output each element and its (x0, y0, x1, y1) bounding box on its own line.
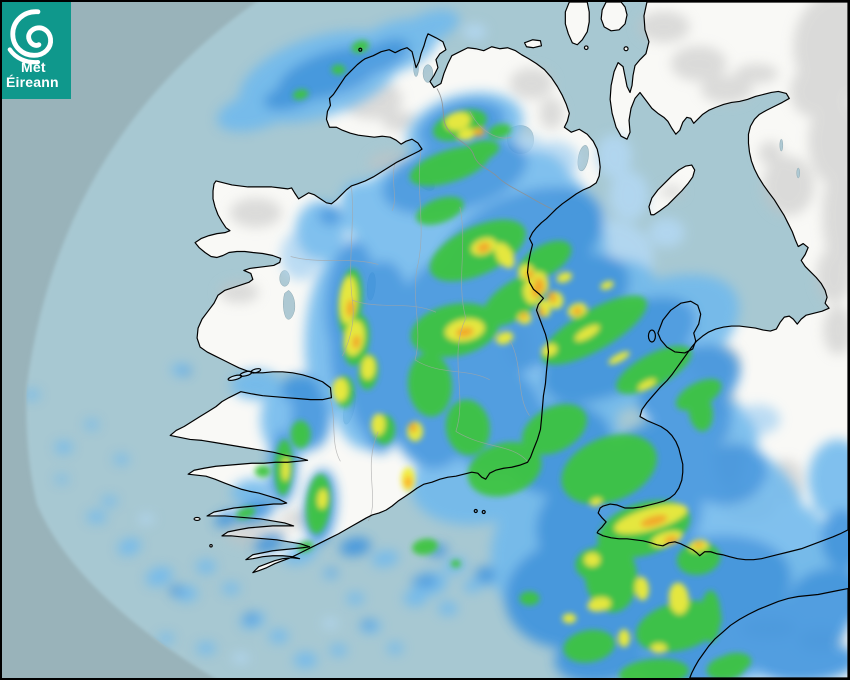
lough-foyle (422, 64, 434, 83)
lough-corrib (283, 289, 296, 320)
cumbria-lake-1 (779, 138, 784, 152)
radar-heavy-cores-layer (236, 40, 752, 678)
northern-ireland-border (436, 88, 554, 211)
met-eireann-logo: Met Éireann (2, 2, 71, 99)
logo-text-met: Met (21, 59, 46, 75)
cumbria-lake-2 (796, 167, 800, 179)
met-eireann-swirl-icon (7, 9, 53, 65)
county-boundaries (290, 111, 530, 522)
logo-text-eireann: Éireann (6, 74, 59, 90)
